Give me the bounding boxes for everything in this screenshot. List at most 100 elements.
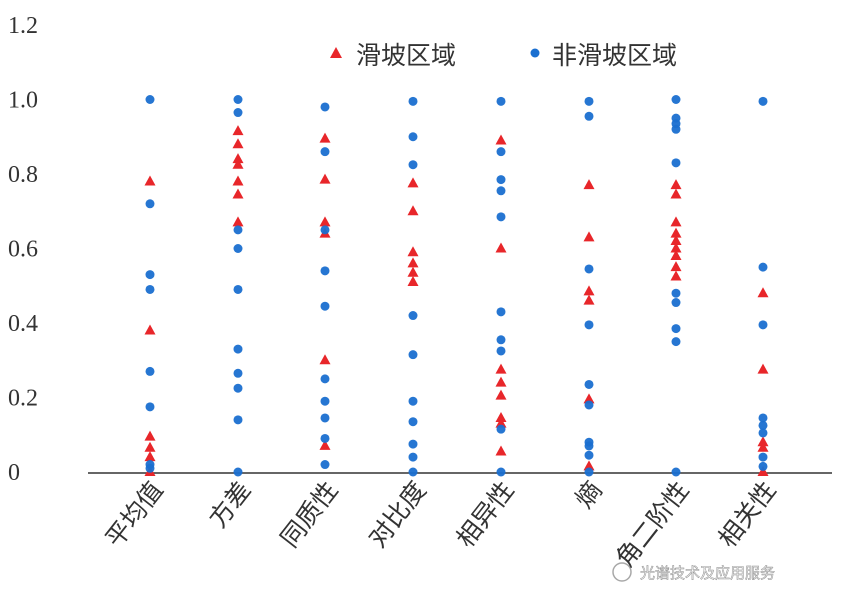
nonlandslide-point bbox=[496, 346, 506, 356]
legend-marker-landslide bbox=[330, 47, 342, 58]
nonlandslide-point bbox=[584, 264, 594, 274]
landslide-point bbox=[583, 460, 595, 471]
nonlandslide-point bbox=[671, 124, 681, 134]
landslide-point bbox=[407, 276, 419, 287]
landslide-point bbox=[757, 466, 769, 476]
landslide-point bbox=[232, 125, 244, 136]
landslide-point bbox=[495, 411, 507, 422]
nonlandslide-point bbox=[584, 320, 594, 330]
landslide-point bbox=[232, 216, 244, 227]
landslide-point bbox=[583, 231, 595, 242]
nonlandslide-point bbox=[584, 400, 594, 410]
landslide-point bbox=[495, 389, 507, 400]
landslide-point bbox=[407, 257, 419, 268]
nonlandslide-point bbox=[584, 96, 594, 106]
nonlandslide-point bbox=[233, 368, 243, 378]
watermark: 光谱技术及应用服务 bbox=[612, 562, 775, 582]
landslide-point bbox=[144, 175, 156, 186]
nonlandslide-point bbox=[233, 95, 243, 104]
nonlandslide-point bbox=[671, 324, 681, 334]
y-tick-label: 0.2 bbox=[8, 386, 38, 412]
nonlandslide-point bbox=[584, 111, 594, 121]
nonlandslide-point bbox=[320, 266, 330, 276]
nonlandslide-point bbox=[496, 186, 506, 196]
landslide-point bbox=[232, 188, 244, 199]
nonlandslide-point bbox=[408, 396, 418, 406]
nonlandslide-point bbox=[233, 108, 243, 118]
landslide-point bbox=[319, 173, 331, 184]
landslide-point bbox=[407, 266, 419, 277]
nonlandslide-point bbox=[145, 402, 155, 412]
landslide-point bbox=[232, 158, 244, 169]
landslide-point bbox=[232, 153, 244, 164]
nonlandslide-point bbox=[233, 415, 243, 425]
nonlandslide-point bbox=[320, 147, 330, 157]
y-tick-label: 1.0 bbox=[8, 88, 38, 114]
nonlandslide-point bbox=[408, 439, 418, 449]
y-tick-label: 0 bbox=[8, 460, 20, 486]
nonlandslide-point bbox=[320, 433, 330, 443]
nonlandslide-point bbox=[145, 199, 155, 209]
nonlandslide-point bbox=[408, 132, 418, 142]
nonlandslide-point bbox=[320, 413, 330, 423]
nonlandslide-point bbox=[758, 413, 768, 423]
nonlandslide-point bbox=[758, 428, 768, 438]
nonlandslide-point bbox=[496, 212, 506, 222]
nonlandslide-point bbox=[584, 379, 594, 389]
landslide-point bbox=[757, 436, 769, 447]
x-category-label: 同质性 bbox=[275, 476, 344, 553]
x-category-label: 熵 bbox=[569, 476, 607, 514]
nonlandslide-point bbox=[145, 284, 155, 294]
nonlandslide-point bbox=[233, 244, 243, 253]
nonlandslide-point bbox=[408, 452, 418, 462]
nonlandslide-point bbox=[320, 396, 330, 406]
nonlandslide-point bbox=[758, 320, 768, 330]
landslide-point bbox=[670, 270, 682, 281]
legend-label-nonlandslide: 非滑坡区域 bbox=[552, 41, 677, 70]
x-category-label: 平均值 bbox=[100, 476, 169, 553]
nonlandslide-point bbox=[496, 335, 506, 345]
nonlandslide-point bbox=[233, 284, 243, 294]
nonlandslide-point bbox=[496, 307, 506, 317]
landslide-point bbox=[757, 287, 769, 298]
nonlandslide-point bbox=[496, 467, 506, 477]
y-tick-label: 0.8 bbox=[8, 162, 38, 188]
landslide-point bbox=[670, 227, 682, 238]
nonlandslide-point bbox=[145, 463, 155, 473]
nonlandslide-point bbox=[320, 225, 330, 235]
nonlandslide-point bbox=[496, 96, 506, 106]
landslide-point bbox=[495, 417, 507, 428]
legend: 滑坡区域 非滑坡区域 bbox=[330, 41, 677, 70]
legend-label-landslide: 滑坡区域 bbox=[356, 41, 456, 70]
landslide-point bbox=[319, 354, 331, 365]
landslide-point bbox=[670, 249, 682, 260]
landslide-point bbox=[319, 216, 331, 227]
y-tick-label: 1.2 bbox=[8, 13, 38, 39]
nonlandslide-point bbox=[671, 288, 681, 298]
nonlandslide-point bbox=[233, 225, 243, 235]
landslide-point bbox=[495, 363, 507, 374]
nonlandslide-point bbox=[145, 366, 155, 376]
landslide-point bbox=[757, 441, 769, 452]
nonlandslide-point bbox=[496, 147, 506, 157]
landslide-point bbox=[232, 138, 244, 149]
landslide-point bbox=[670, 242, 682, 253]
nonlandslide-point bbox=[145, 270, 155, 280]
nonlandslide-point bbox=[233, 344, 243, 354]
nonlandslide-point bbox=[496, 175, 506, 185]
landslide-point bbox=[495, 134, 507, 145]
nonlandslide-point bbox=[671, 95, 681, 104]
landslide-point bbox=[670, 235, 682, 246]
nonlandslide-point bbox=[584, 441, 594, 451]
x-category-label: 角二阶性 bbox=[610, 476, 694, 573]
nonlandslide-point bbox=[671, 298, 681, 308]
nonlandslide-point bbox=[408, 417, 418, 427]
landslide-point bbox=[144, 324, 156, 335]
nonlandslide-point bbox=[320, 301, 330, 311]
landslide-point bbox=[407, 205, 419, 216]
watermark-text: 光谱技术及应用服务 bbox=[640, 564, 775, 582]
nonlandslide-point bbox=[145, 95, 155, 104]
wechat-icon bbox=[612, 562, 632, 582]
landslide-point bbox=[495, 376, 507, 387]
